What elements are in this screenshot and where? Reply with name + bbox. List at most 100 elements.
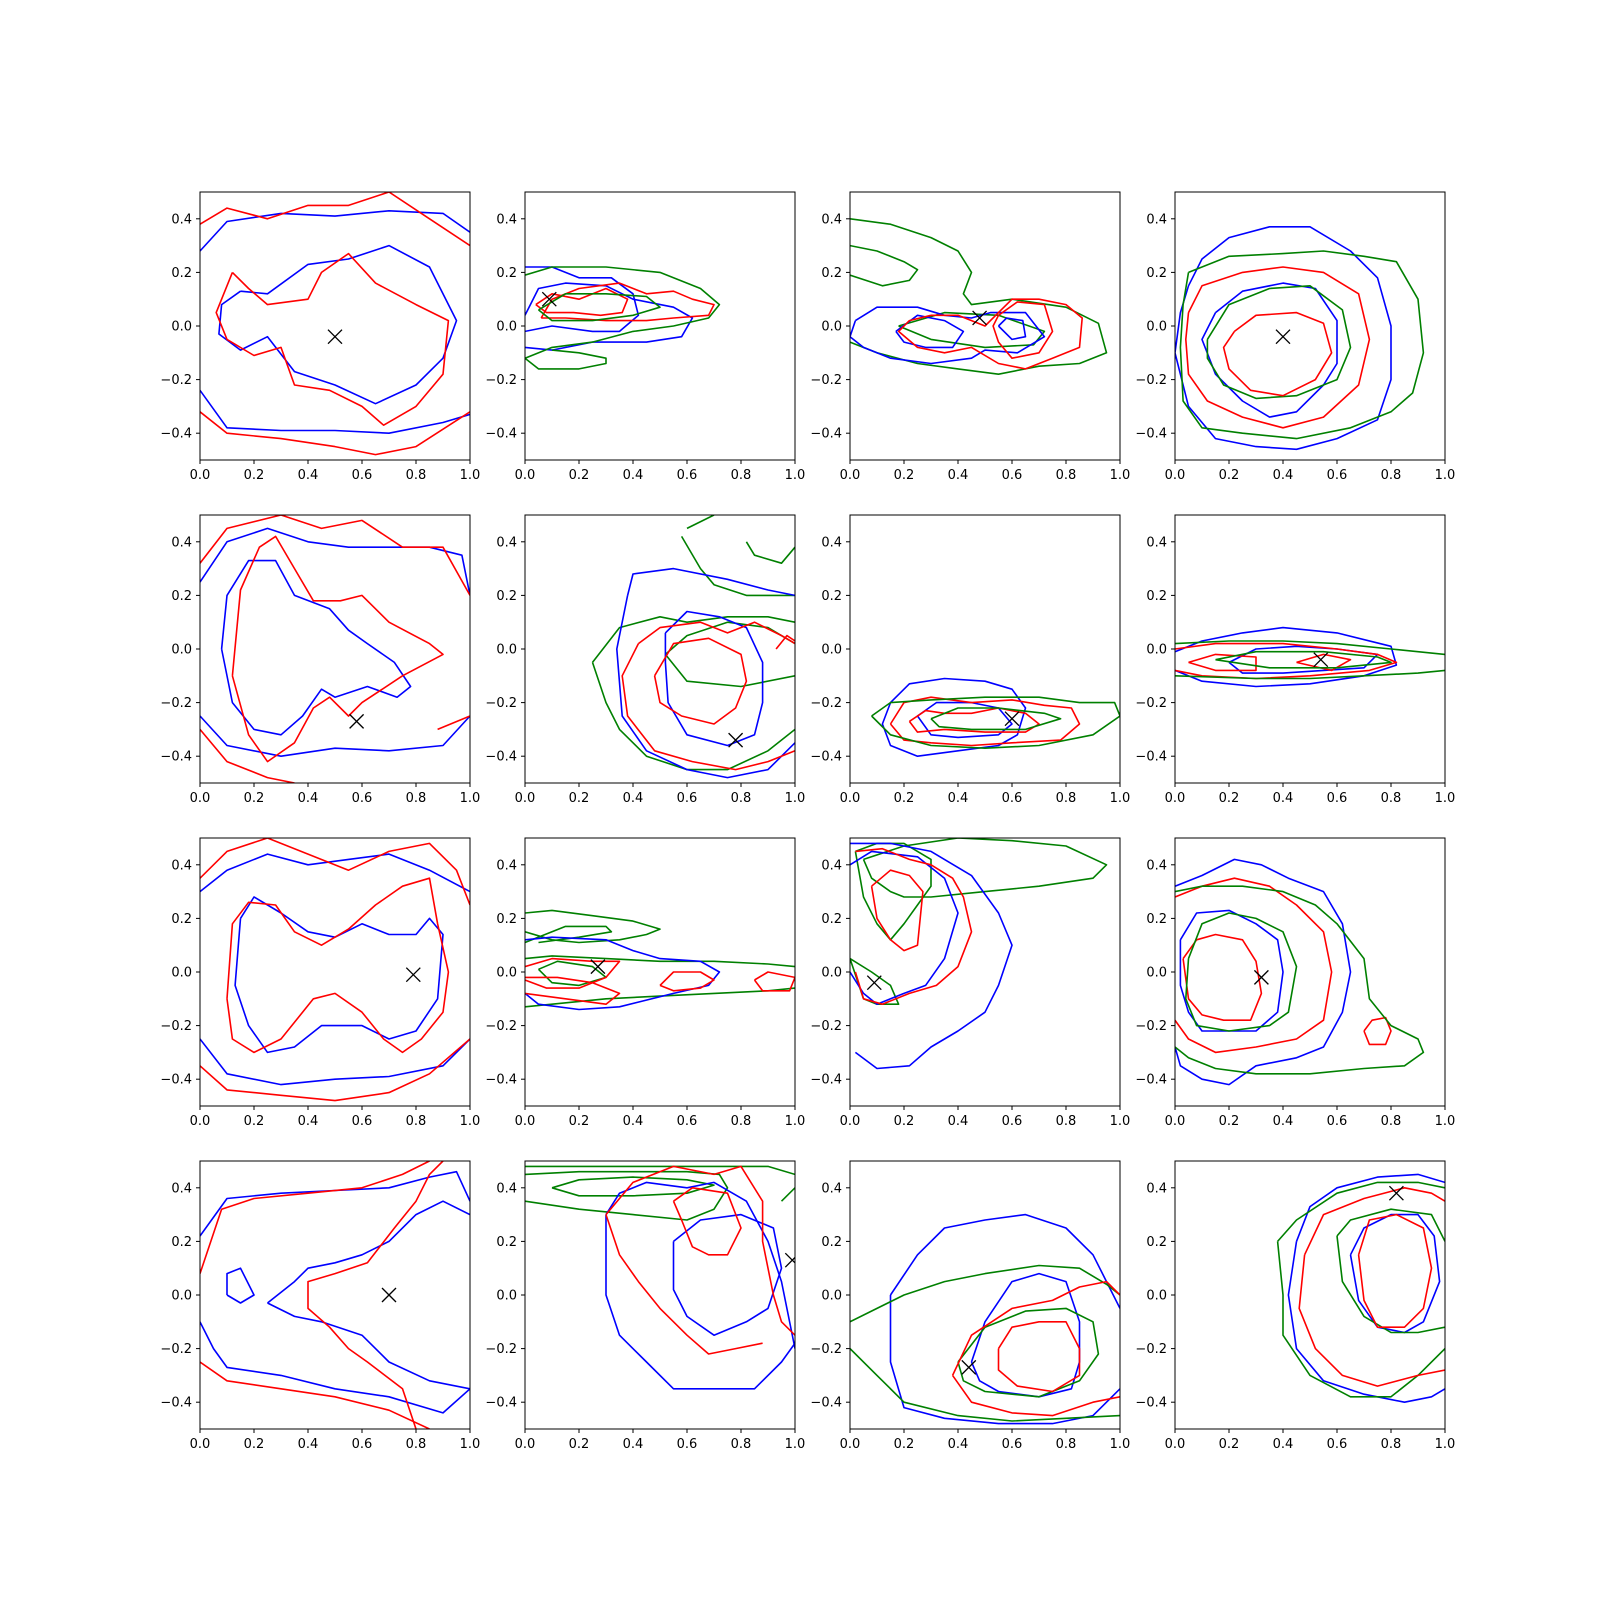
x-tick-label: 1.0 bbox=[460, 468, 481, 483]
y-tick-label: −0.4 bbox=[1135, 1396, 1167, 1411]
panel-r1c4: 0.0 0.2 0.4 0.6 0.8 1.0 −0.4 −0.2 0.0 0.2 0.4 bbox=[1135, 191, 1455, 483]
contour-blue bbox=[1175, 858, 1352, 1086]
y-tick-label: 0.0 bbox=[1146, 1289, 1167, 1304]
y-tick-label: 0.0 bbox=[1146, 966, 1167, 981]
contour-blue bbox=[889, 1213, 1120, 1309]
y-tick-label: −0.2 bbox=[810, 1342, 842, 1357]
contour-red bbox=[525, 976, 621, 1006]
x-tick-label: 0.4 bbox=[623, 1437, 644, 1452]
contour-red bbox=[870, 869, 924, 952]
y-tick-label: −0.2 bbox=[1135, 1019, 1167, 1034]
x-marker bbox=[1313, 652, 1329, 668]
x-tick-label: 0.0 bbox=[840, 1114, 861, 1129]
contour-group bbox=[525, 266, 721, 370]
x-tick-label: 0.8 bbox=[1056, 1114, 1077, 1129]
contour-red bbox=[951, 1374, 1120, 1417]
x-tick-label: 0.0 bbox=[1165, 791, 1186, 806]
x-tick-label: 0.2 bbox=[1219, 1114, 1240, 1129]
x-tick-label: 0.4 bbox=[948, 468, 969, 483]
y-tick-label: 0.4 bbox=[171, 212, 192, 227]
y-tick-label: 0.4 bbox=[171, 1181, 192, 1196]
x-tick-label: 0.6 bbox=[352, 791, 373, 806]
y-tick-label: 0.4 bbox=[496, 212, 517, 227]
x-tick-label: 0.2 bbox=[244, 1437, 265, 1452]
contour-red bbox=[605, 1214, 763, 1355]
contour-green bbox=[850, 244, 919, 287]
x-tick-label: 0.4 bbox=[948, 791, 969, 806]
x-tick-label: 0.8 bbox=[731, 468, 752, 483]
y-tick-label: 0.4 bbox=[821, 858, 842, 873]
contour-green bbox=[1175, 669, 1445, 680]
contour-green bbox=[862, 838, 1108, 898]
contour-green bbox=[525, 349, 607, 370]
contour-red bbox=[908, 707, 1040, 733]
x-marker bbox=[961, 1359, 977, 1375]
contour-blue bbox=[850, 306, 1046, 365]
x-tick-label: 0.8 bbox=[1056, 1437, 1077, 1452]
x-tick-label: 0.4 bbox=[1273, 791, 1294, 806]
panel-r3c4: 0.0 0.2 0.4 0.6 0.8 1.0 −0.4 −0.2 0.0 0.2 0.4 bbox=[1135, 837, 1455, 1129]
contour-red bbox=[1298, 1254, 1445, 1387]
y-tick-label: 0.4 bbox=[496, 1181, 517, 1196]
x-tick-label: 0.4 bbox=[948, 1437, 969, 1452]
contour-red bbox=[992, 301, 1054, 360]
y-tick-label: 0.0 bbox=[496, 643, 517, 658]
y-tick-label: −0.2 bbox=[810, 1019, 842, 1034]
contour-blue bbox=[525, 282, 694, 351]
contour-green bbox=[850, 957, 900, 1006]
y-tick-label: −0.4 bbox=[810, 427, 842, 442]
contour-red bbox=[951, 1280, 1120, 1376]
y-tick-label: 0.2 bbox=[1146, 1235, 1167, 1250]
contour-blue bbox=[200, 853, 470, 893]
contour-green bbox=[591, 662, 795, 771]
contour-green bbox=[1175, 885, 1425, 1075]
x-tick-label: 0.0 bbox=[1165, 1437, 1186, 1452]
x-marker bbox=[541, 291, 557, 307]
y-tick-label: −0.4 bbox=[485, 1073, 517, 1088]
x-tick-label: 0.0 bbox=[515, 1114, 536, 1129]
contour-red bbox=[200, 728, 295, 783]
contour-blue bbox=[1228, 645, 1379, 674]
x-tick-label: 1.0 bbox=[1110, 791, 1131, 806]
x-tick-label: 0.8 bbox=[1381, 468, 1402, 483]
x-tick-label: 0.0 bbox=[515, 791, 536, 806]
contour-red bbox=[897, 298, 1083, 370]
y-tick-label: 0.0 bbox=[1146, 320, 1167, 335]
contour-red bbox=[200, 515, 470, 596]
contour-green bbox=[850, 1264, 1120, 1323]
x-tick-label: 0.4 bbox=[298, 1437, 319, 1452]
y-tick-label: −0.2 bbox=[810, 373, 842, 388]
y-tick-label: 0.0 bbox=[171, 1289, 192, 1304]
axes-frame bbox=[1174, 514, 1446, 784]
y-tick-label: 0.0 bbox=[821, 320, 842, 335]
y-tick-label: −0.4 bbox=[160, 427, 192, 442]
panel-r3c1: 0.0 0.2 0.4 0.6 0.8 1.0 −0.4 −0.2 0.0 0.2 0.4 bbox=[160, 837, 480, 1129]
x-tick-label: 0.2 bbox=[569, 468, 590, 483]
contour-group bbox=[200, 192, 470, 456]
contour-group bbox=[1276, 1173, 1445, 1403]
x-tick-label: 1.0 bbox=[1110, 1114, 1131, 1129]
contour-green bbox=[957, 1307, 1100, 1398]
y-tick-label: −0.2 bbox=[160, 373, 192, 388]
x-tick-label: 0.8 bbox=[1381, 791, 1402, 806]
y-tick-label: −0.2 bbox=[1135, 373, 1167, 388]
contour-red bbox=[215, 252, 450, 427]
panel-r1c3: 0.0 0.2 0.4 0.6 0.8 1.0 −0.4 −0.2 0.0 0.2 0.4 bbox=[810, 191, 1130, 483]
x-tick-label: 0.8 bbox=[731, 1437, 752, 1452]
x-marker bbox=[1004, 711, 1020, 727]
x-tick-label: 0.2 bbox=[244, 791, 265, 806]
axes-frame bbox=[199, 191, 471, 461]
x-marker bbox=[381, 1287, 397, 1303]
x-tick-label: 0.4 bbox=[623, 791, 644, 806]
y-tick-label: −0.4 bbox=[810, 1073, 842, 1088]
y-tick-label: −0.2 bbox=[485, 373, 517, 388]
panel-r4c3: 0.0 0.2 0.4 0.6 0.8 1.0 −0.4 −0.2 0.0 0.2 0.4 bbox=[810, 1160, 1130, 1452]
contour-blue bbox=[218, 244, 458, 405]
y-tick-label: −0.2 bbox=[485, 1019, 517, 1034]
contour-green bbox=[1175, 640, 1445, 656]
y-tick-label: 0.2 bbox=[1146, 589, 1167, 604]
contour-blue bbox=[1349, 1213, 1441, 1334]
contour-green bbox=[1277, 1181, 1445, 1242]
contour-green bbox=[1336, 1208, 1445, 1242]
panel-r2c3: 0.0 0.2 0.4 0.6 0.8 1.0 −0.4 −0.2 0.0 0.2 0.4 bbox=[810, 514, 1131, 806]
